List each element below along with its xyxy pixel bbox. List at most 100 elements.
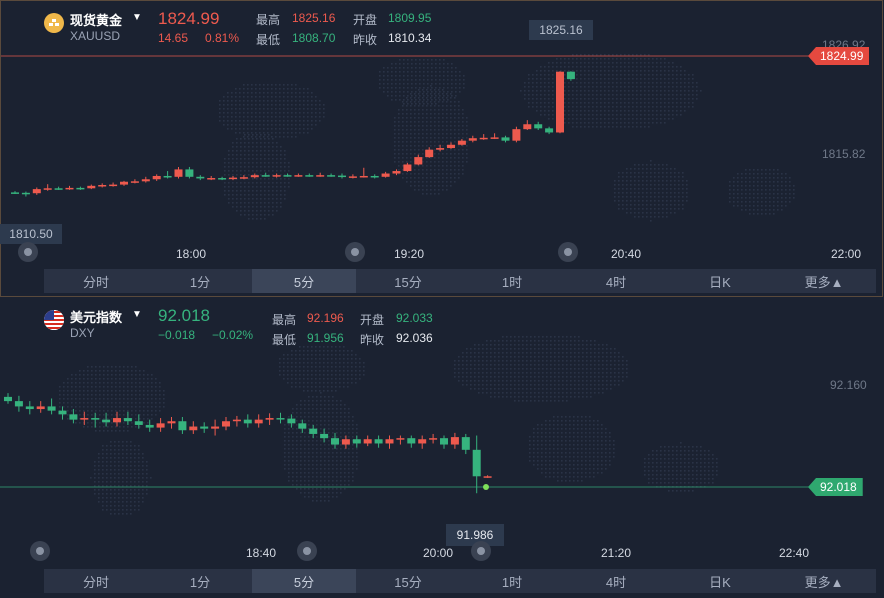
- tab-1hour[interactable]: 1时: [501, 574, 523, 590]
- tab-15min[interactable]: 15分: [394, 274, 422, 290]
- dxy-candle-body: [407, 438, 416, 444]
- dxy-candle: [341, 435, 350, 449]
- gold-candle: [261, 172, 270, 177]
- dxy-candle: [200, 422, 209, 433]
- gold-candle: [229, 175, 237, 181]
- world-map-watermark: [219, 54, 795, 222]
- gold-candle-body: [11, 192, 19, 194]
- gold-candle-body: [545, 128, 554, 133]
- gold-candle: [87, 184, 96, 190]
- gold-instrument-code: XAUUSD: [70, 29, 121, 43]
- dxy-candle: [156, 418, 165, 432]
- dxy-candle-body: [156, 423, 165, 428]
- gold-candle-body: [566, 71, 575, 80]
- gold-candle-body: [272, 175, 281, 177]
- dxy-candle: [309, 424, 318, 439]
- dxy-candle: [483, 475, 492, 478]
- dxy-candle-body: [320, 433, 329, 439]
- dxy-candle: [287, 414, 296, 428]
- tab-15min[interactable]: 15分: [394, 574, 422, 590]
- dxy-candle: [429, 433, 438, 444]
- gold-candle: [305, 173, 314, 177]
- tab-timeshare[interactable]: 分时: [82, 274, 109, 290]
- dxy-candlestick-chart[interactable]: [0, 297, 884, 598]
- dxy-candle: [298, 419, 307, 433]
- dxy-candle: [47, 398, 56, 415]
- gold-candle: [392, 169, 401, 176]
- gold-candle: [65, 185, 74, 190]
- dxy-candle-body: [47, 406, 56, 411]
- dxy-candle-body: [265, 418, 274, 420]
- gold-instrument-name[interactable]: 现货黄金: [70, 13, 123, 28]
- gold-candle: [294, 173, 303, 177]
- gold-candle-body: [381, 173, 390, 177]
- gold-candle: [327, 173, 336, 177]
- gold-candle-body: [196, 176, 205, 179]
- gold-candle: [196, 175, 205, 181]
- gold-candlestick-chart[interactable]: [0, 0, 884, 297]
- dxy-instrument-name[interactable]: 美元指数: [70, 310, 123, 325]
- dxy-candle: [450, 432, 459, 449]
- dxy-candle: [276, 412, 285, 424]
- gold-candle: [403, 162, 412, 172]
- dxy-candle-body: [134, 421, 143, 425]
- gold-candle-body: [261, 175, 270, 177]
- dxy-candle-body: [4, 396, 12, 402]
- dxy-candle: [58, 406, 67, 420]
- dxy-candle-body: [331, 438, 339, 445]
- tab-more[interactable]: 更多▲: [804, 274, 844, 290]
- dxy-scroll-handle-1[interactable]: [30, 541, 50, 561]
- gold-last-price: 1824.99: [158, 9, 220, 28]
- tab-4hour[interactable]: 4时: [605, 274, 627, 290]
- dxy-chevron-down-icon[interactable]: ▼: [132, 309, 142, 320]
- gold-change-pct: 0.81%: [205, 31, 240, 45]
- tab-1min[interactable]: 1分: [189, 574, 211, 590]
- gold-high-value: 1825.16: [292, 11, 336, 25]
- gold-scroll-handle-1[interactable]: [18, 242, 38, 262]
- dxy-candle: [440, 435, 448, 449]
- dxy-scroll-handle-3[interactable]: [471, 541, 491, 561]
- gold-chevron-down-icon[interactable]: ▼: [132, 12, 142, 23]
- gold-candle: [512, 126, 521, 143]
- gold-candle: [545, 126, 554, 135]
- dxy-candle: [407, 435, 416, 448]
- dxy-high-value: 92.196: [307, 311, 344, 325]
- tab-5min[interactable]: 5分: [252, 569, 356, 593]
- dxy-candle-body: [440, 438, 448, 445]
- gold-candle-body: [43, 188, 52, 190]
- tab-1min[interactable]: 1分: [189, 274, 211, 290]
- gold-high-label: 最高: [256, 13, 281, 27]
- gold-candle: [174, 166, 183, 179]
- us-flag-icon: [44, 310, 64, 330]
- dxy-open-label: 开盘: [360, 313, 385, 327]
- gold-scroll-handle-2[interactable]: [345, 242, 365, 262]
- tab-daily[interactable]: 日K: [709, 574, 731, 590]
- gold-candle-body: [120, 181, 128, 185]
- gold-prev-close-value: 1810.34: [388, 31, 432, 45]
- dxy-candle: [145, 419, 154, 432]
- dxy-candle-body: [36, 406, 45, 410]
- dxy-candle-body: [222, 421, 230, 427]
- gold-chart-panel[interactable]: 现货黄金 ▼ XAUUSD 1824.99 14.65 0.81% 最高 182…: [0, 0, 884, 297]
- gold-candle: [21, 191, 30, 197]
- gold-prev-close-label: 昨收: [353, 33, 378, 47]
- gold-candle-body: [109, 184, 118, 187]
- gold-candle-body: [185, 169, 194, 177]
- tab-4hour[interactable]: 4时: [605, 574, 627, 590]
- tab-5min[interactable]: 5分: [252, 269, 356, 293]
- tab-more[interactable]: 更多▲: [804, 574, 844, 590]
- dxy-candle-body: [232, 419, 241, 422]
- dxy-prev-close-label: 昨收: [360, 333, 385, 347]
- dxy-time-label-1: 18:40: [246, 546, 277, 560]
- tab-timeshare[interactable]: 分时: [82, 574, 109, 590]
- dxy-candle: [211, 419, 220, 436]
- dxy-scroll-handle-2[interactable]: [297, 541, 317, 561]
- gold-candle: [283, 173, 292, 177]
- gold-candle-body: [98, 185, 107, 187]
- dxy-chart-panel[interactable]: 美元指数 ▼ DXY 92.018 −0.018 −0.02% 最高 92.19…: [0, 297, 884, 598]
- gold-scroll-handle-3[interactable]: [558, 242, 578, 262]
- dxy-candle-body: [309, 428, 318, 434]
- tab-daily[interactable]: 日K: [709, 274, 731, 290]
- gold-candle-body: [283, 175, 292, 177]
- tab-1hour[interactable]: 1时: [501, 274, 523, 290]
